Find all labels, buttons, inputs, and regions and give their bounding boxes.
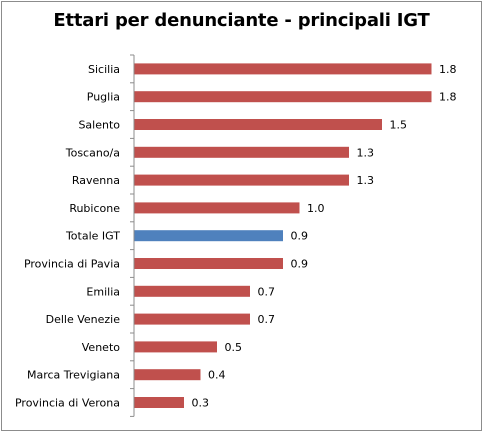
category-label: Veneto — [82, 341, 120, 354]
value-label: 0.3 — [192, 397, 210, 410]
value-label: 0.9 — [291, 230, 309, 243]
category-label: Ravenna — [72, 174, 120, 187]
bar-marca-trevigiana — [134, 369, 201, 381]
bar-ravenna — [134, 174, 349, 186]
value-label: 1.8 — [439, 91, 457, 104]
category-label: Delle Venezie — [46, 313, 121, 326]
category-label: Marca Trevigiana — [27, 369, 120, 382]
value-label: 1.5 — [390, 119, 408, 132]
bar-sicilia — [134, 63, 432, 75]
category-label: Emilia — [86, 285, 120, 298]
bar-delle-venezie — [134, 313, 250, 325]
category-label: Salento — [78, 119, 120, 132]
bar-puglia — [134, 91, 432, 103]
chart-title: Ettari per denunciante - principali IGT — [53, 10, 430, 31]
value-label: 0.7 — [258, 313, 276, 326]
bar-provincia-di-pavia — [134, 258, 283, 269]
category-label: Sicilia — [88, 63, 120, 76]
value-label: 0.4 — [208, 369, 226, 382]
value-label: 1.3 — [357, 174, 375, 187]
bar-provincia-di-verona — [134, 397, 184, 408]
value-label: 0.7 — [258, 285, 276, 298]
value-label: 0.9 — [291, 258, 309, 271]
value-label: 1.3 — [357, 146, 375, 159]
bar-veneto — [134, 341, 217, 353]
category-label: Totale IGT — [65, 230, 120, 243]
category-label: Puglia — [87, 91, 120, 104]
category-label: Rubicone — [69, 202, 120, 215]
bar-toscano-a — [134, 146, 349, 158]
bar-rubicone — [134, 202, 300, 214]
value-label: 1.0 — [307, 202, 325, 215]
bar-totale-igt — [134, 230, 283, 242]
category-label: Toscano/a — [65, 146, 120, 159]
bar-salento — [134, 119, 382, 130]
value-label: 0.5 — [225, 341, 243, 354]
bar-emilia — [134, 285, 250, 297]
category-label: Provincia di Pavia — [24, 258, 120, 271]
category-label: Provincia di Verona — [15, 397, 120, 410]
value-label: 1.8 — [439, 63, 457, 76]
